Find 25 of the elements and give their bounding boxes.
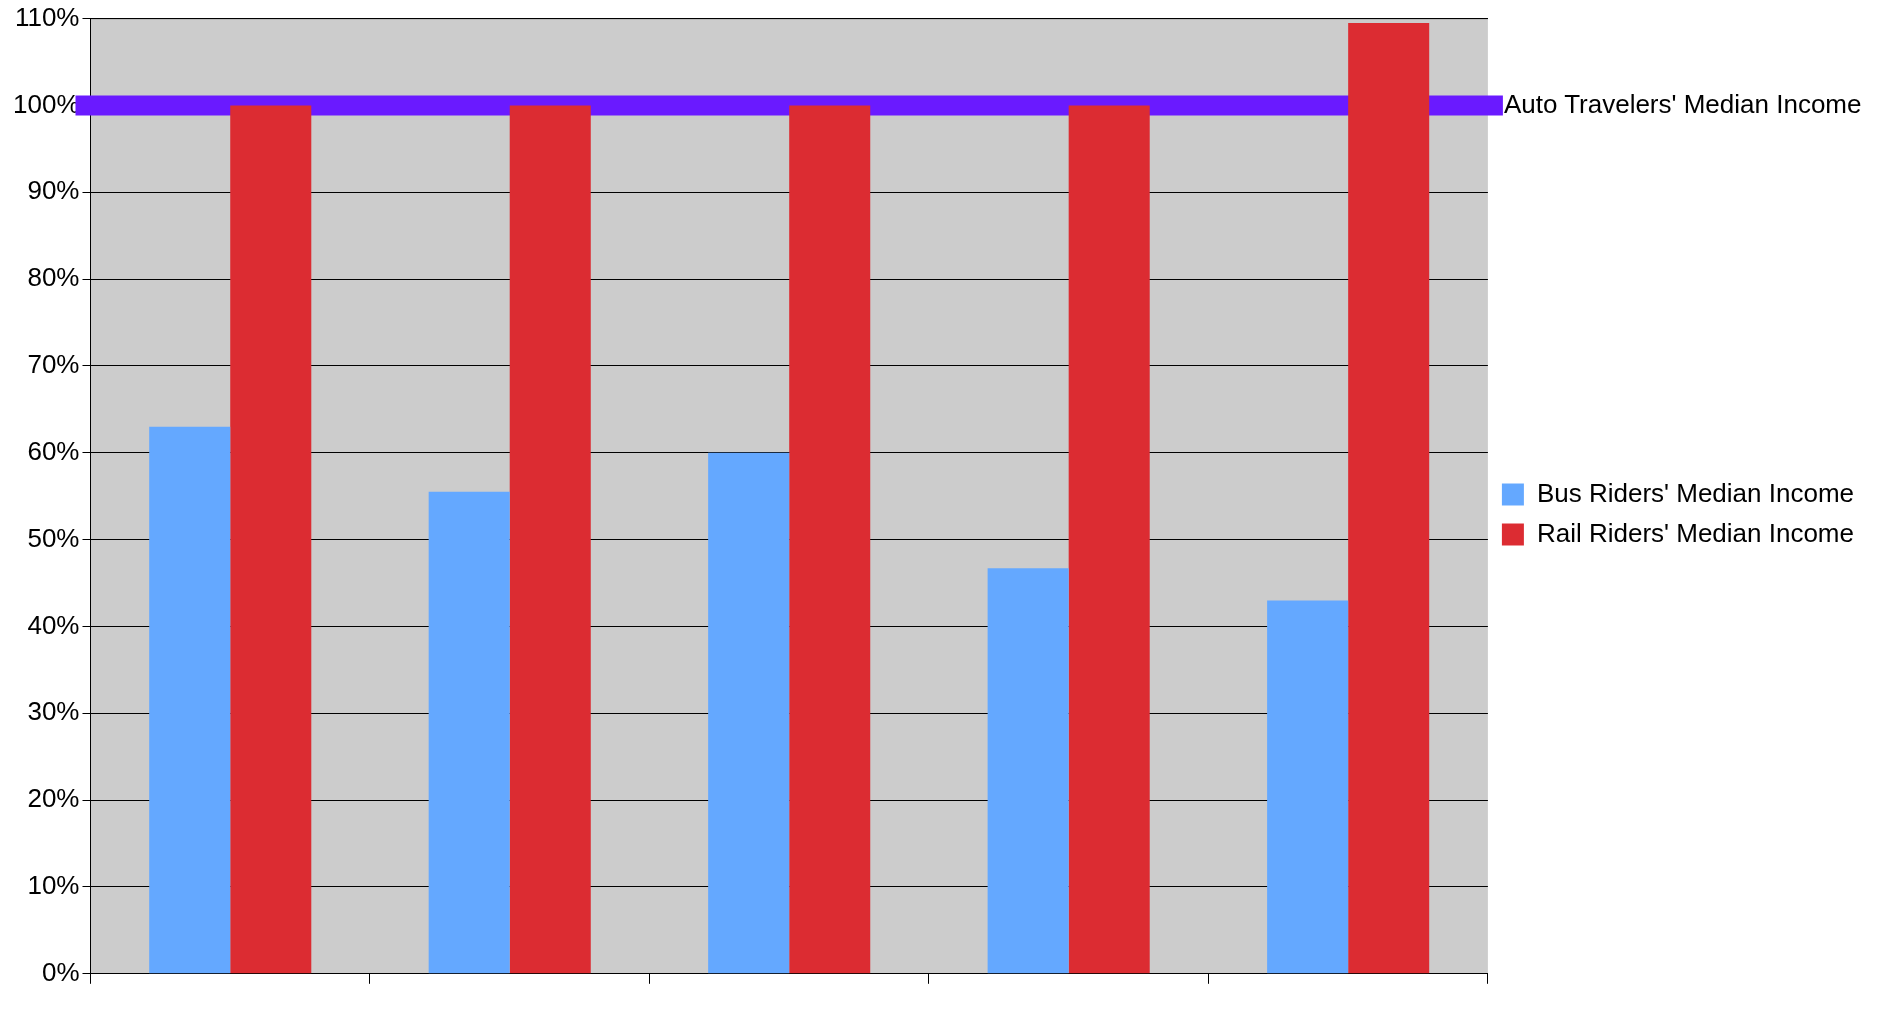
y-tick-label: 50%	[27, 522, 80, 553]
bar	[149, 426, 231, 974]
y-tick-label: 80%	[27, 262, 80, 293]
bar	[708, 452, 790, 974]
y-tick-label: 70%	[27, 349, 80, 380]
bar	[789, 105, 871, 974]
y-tick-label: 90%	[27, 175, 80, 206]
bar	[1068, 105, 1150, 974]
y-tick-label: 60%	[27, 435, 80, 466]
y-tick-label: 40%	[27, 609, 80, 640]
y-tick-label: 110%	[14, 1, 80, 32]
bar	[428, 491, 510, 974]
legend-label: Bus Riders' Median Income	[1536, 477, 1855, 508]
y-tick-label: 20%	[27, 783, 80, 814]
y-tick-label: 10%	[27, 870, 80, 901]
y-tick-label: 100%	[13, 88, 80, 119]
y-tick-label: 30%	[27, 696, 80, 727]
legend-label: Rail Riders' Median Income	[1536, 517, 1854, 548]
ref-line-label: Auto Travelers' Median Income	[1503, 88, 1862, 119]
bar	[509, 105, 591, 974]
bar	[1348, 22, 1430, 974]
bar	[987, 568, 1069, 974]
y-tick-label: 0%	[41, 956, 80, 987]
bar	[1267, 600, 1349, 974]
bar	[230, 105, 312, 974]
